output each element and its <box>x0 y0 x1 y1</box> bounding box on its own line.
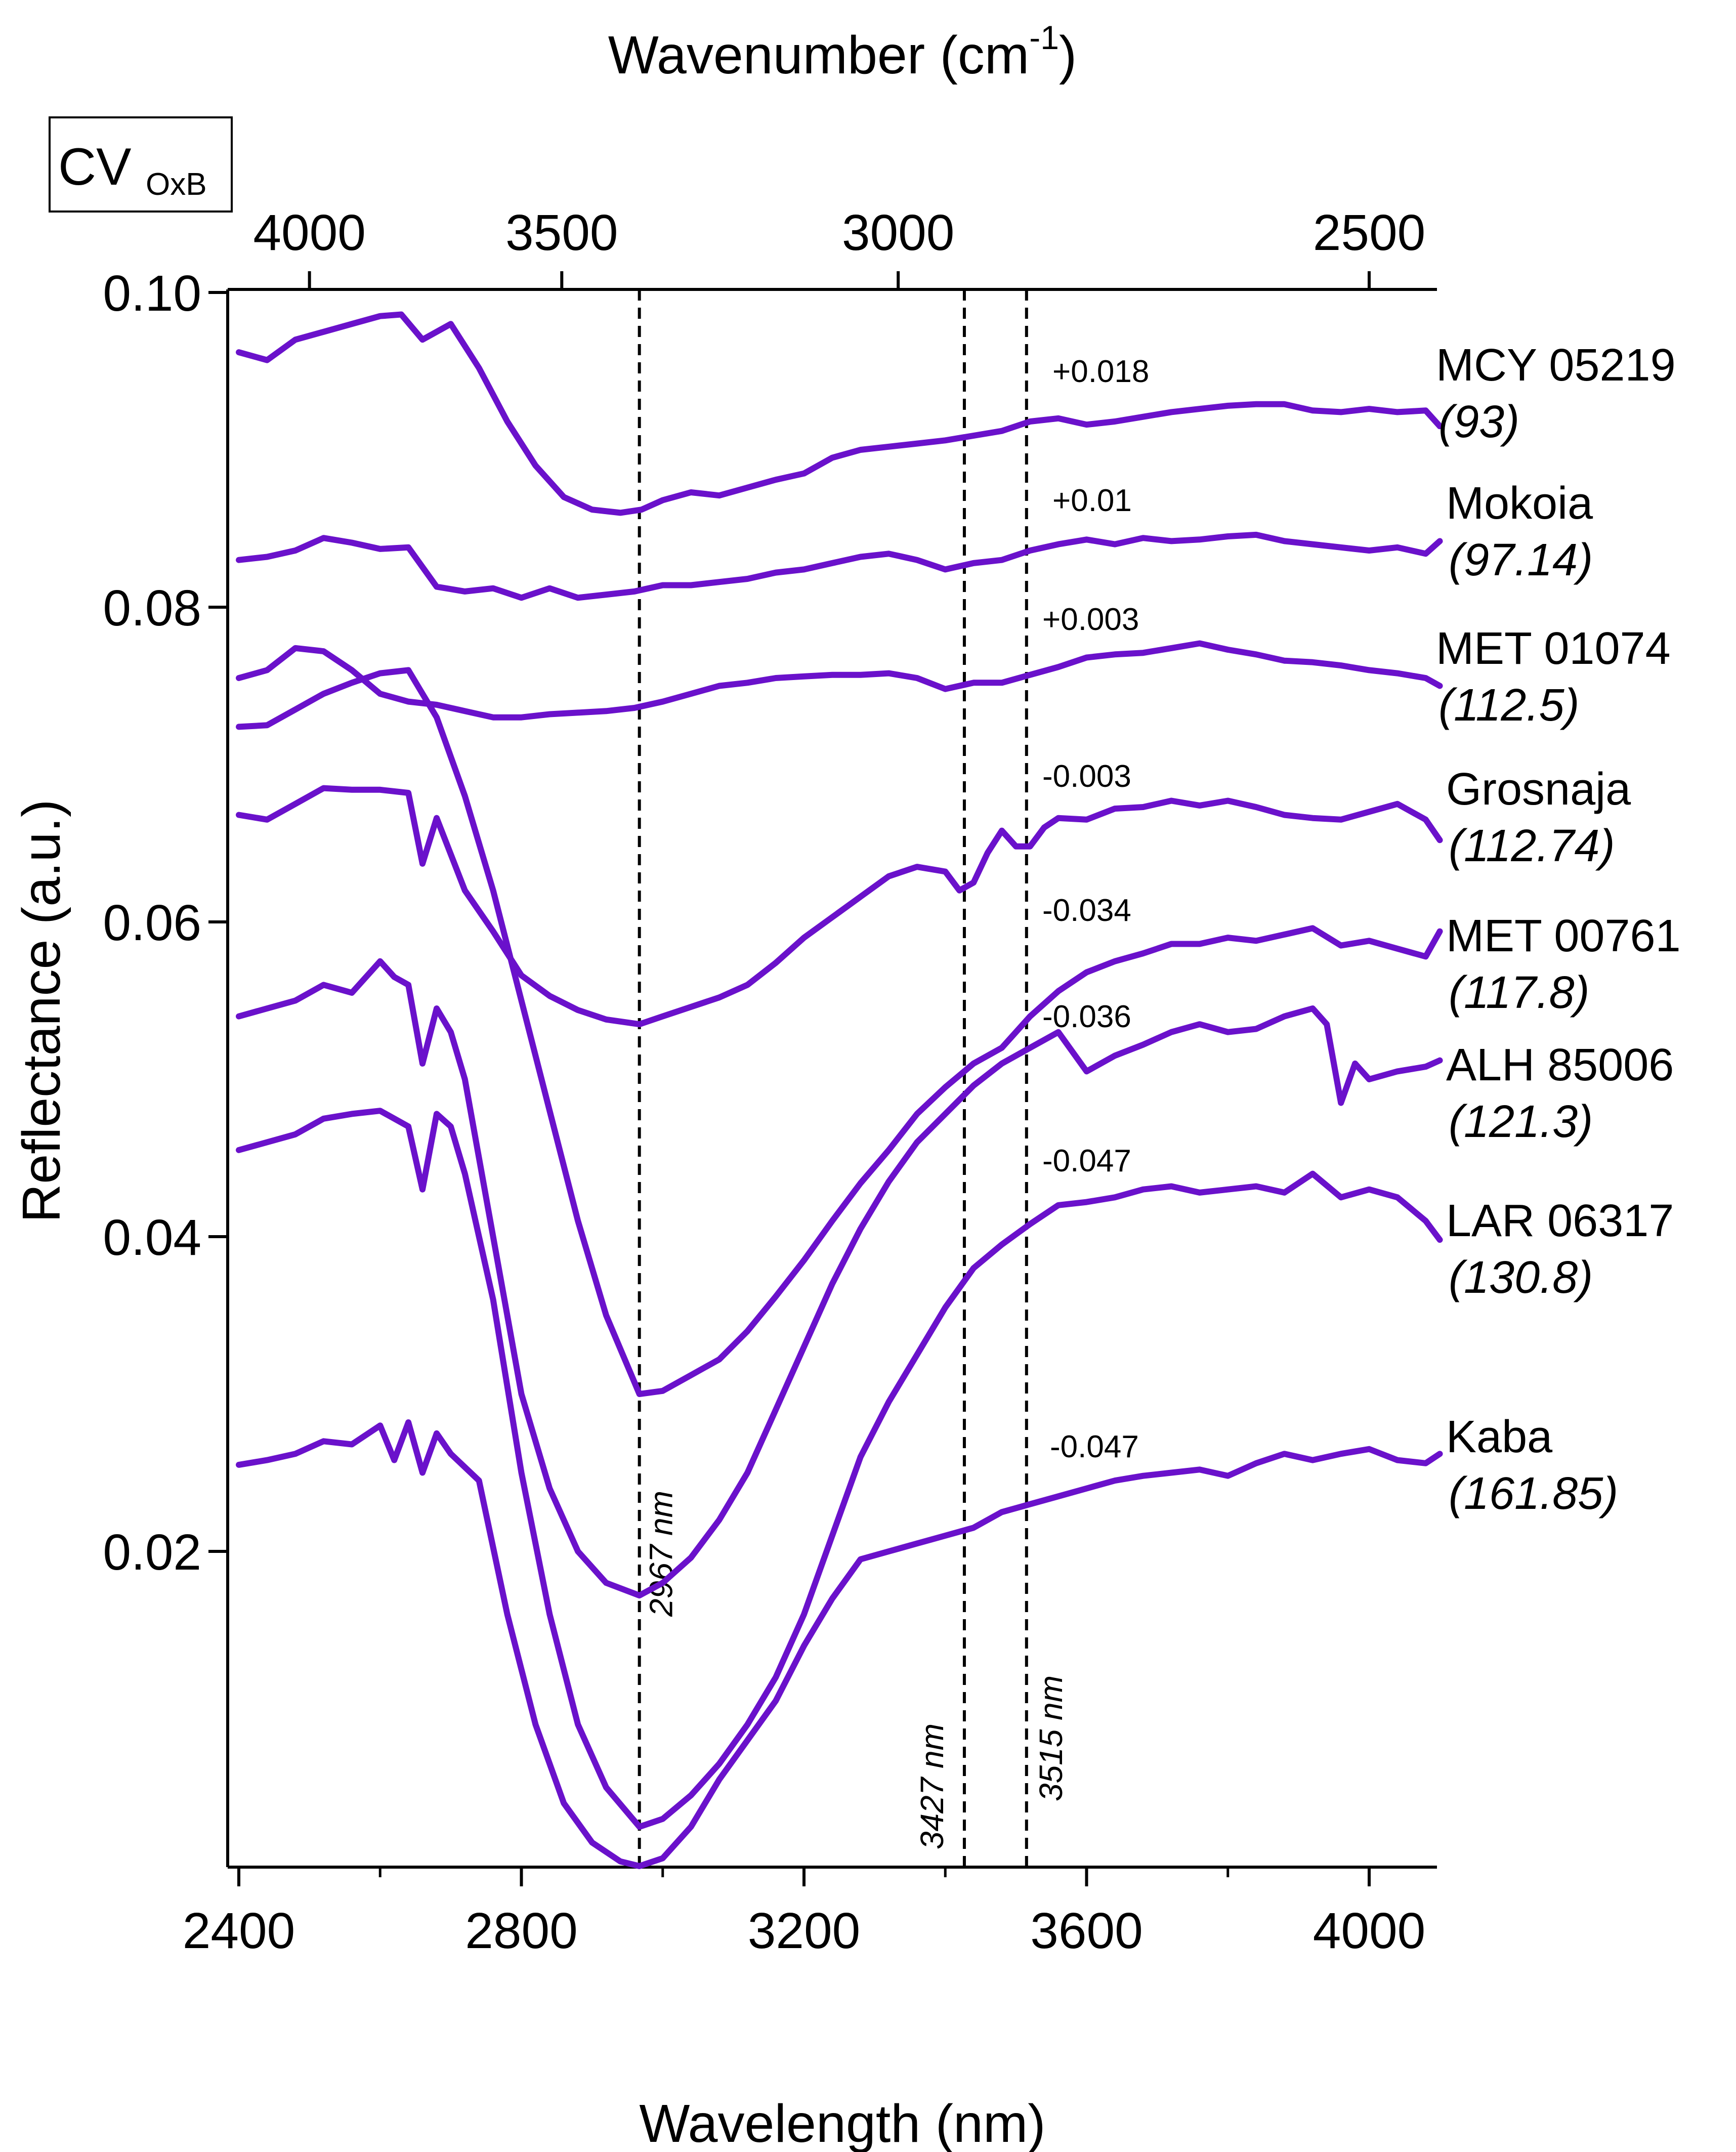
top-tick-label: 3500 <box>505 204 618 261</box>
series-sub-label: (121.3) <box>1449 1096 1593 1147</box>
series-offset-label: -0.047 <box>1042 1144 1131 1178</box>
series-name-label: MCY 05219 <box>1436 340 1676 391</box>
series-sub-label: (97.14) <box>1449 535 1593 585</box>
top-tick-label: 4000 <box>253 204 365 261</box>
series-name-label: Kaba <box>1446 1412 1553 1462</box>
series-offset-label: -0.047 <box>1050 1429 1139 1464</box>
y-tick-label: 0.08 <box>103 580 201 637</box>
top-tick-label: 2500 <box>1313 204 1425 261</box>
series-line <box>236 640 1443 721</box>
top-axis-title-sup: -1 <box>1029 19 1059 56</box>
series-name-label: Grosnaja <box>1446 764 1631 815</box>
plot-area: 2400 2800 3200 3600 4000 0.02 0.04 0.06 0.08 0.10… <box>103 204 1680 1959</box>
top-tick-label: 3000 <box>842 204 954 261</box>
series-offset-label: -0.003 <box>1042 759 1131 794</box>
series-name-label: MET 01074 <box>1436 623 1671 674</box>
chart-badge: CV OxB <box>49 116 233 213</box>
series-line <box>236 667 1443 1397</box>
series-line <box>236 1108 1443 1830</box>
badge-box <box>49 116 233 213</box>
series-sub-label: (93) <box>1438 397 1519 447</box>
series-offset-label: +0.018 <box>1052 354 1149 389</box>
series-offset-label: -0.036 <box>1042 999 1131 1034</box>
series-sub-label: (161.85) <box>1449 1468 1618 1519</box>
series-name-label: LAR 06317 <box>1446 1196 1674 1246</box>
marker-line-label: 2967 nm <box>643 1491 680 1617</box>
x-tick-label: 3600 <box>1030 1903 1142 1959</box>
series-sub-label: (117.8) <box>1449 967 1589 1018</box>
x-tick-label: 2400 <box>183 1903 295 1959</box>
top-axis-title-main: Wavenumber (cm <box>608 25 1029 85</box>
top-axis-title-close: ) <box>1059 25 1077 85</box>
series-name-label: ALH 85006 <box>1446 1040 1674 1090</box>
series-name-label: Mokoia <box>1446 478 1593 529</box>
series-line <box>236 1419 1443 1869</box>
y-tick-label: 0.06 <box>103 895 201 951</box>
marker-line-label: 3427 nm <box>914 1723 950 1849</box>
series-line <box>236 785 1443 1028</box>
badge-main-text: CV <box>58 138 131 196</box>
series-sub-label: (112.74) <box>1449 821 1615 871</box>
series-offset-label: -0.034 <box>1042 893 1131 928</box>
top-axis-title: Wavenumber (cm-1) <box>608 19 1077 85</box>
series-name-label: MET 00761 <box>1446 911 1681 961</box>
x-tick-label: 3200 <box>748 1903 860 1959</box>
series-line <box>236 311 1443 516</box>
series-line <box>236 958 1443 1599</box>
y-axis-title: Reflectance (a.u.) <box>12 799 71 1223</box>
x-axis-title: Wavelength (nm) <box>639 2094 1045 2152</box>
marker-line-label: 3515 nm <box>1033 1675 1069 1801</box>
y-tick-label: 0.02 <box>103 1524 201 1581</box>
series-offset-label: +0.003 <box>1042 602 1139 637</box>
y-tick-label: 0.04 <box>103 1209 201 1266</box>
series-line <box>236 531 1443 601</box>
series-offset-label: +0.01 <box>1052 483 1132 518</box>
y-tick-label: 0.10 <box>103 265 201 322</box>
series-sub-label: (130.8) <box>1449 1252 1593 1303</box>
badge-sub-text: OxB <box>146 167 207 202</box>
x-tick-label: 2800 <box>465 1903 577 1959</box>
series-sub-label: (112.5) <box>1438 680 1579 731</box>
x-tick-label: 4000 <box>1313 1903 1425 1959</box>
